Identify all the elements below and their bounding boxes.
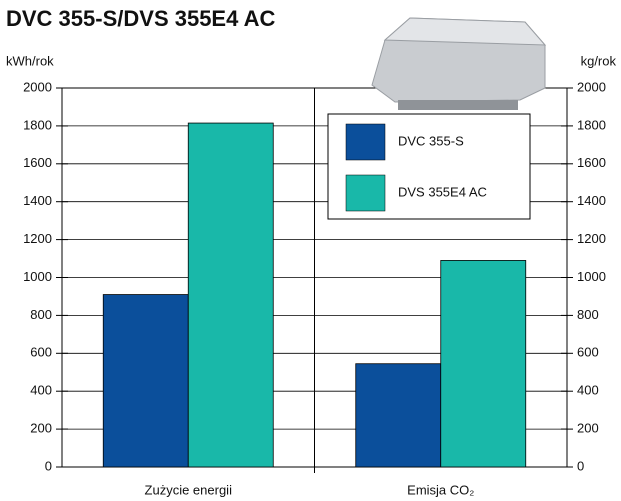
legend-swatch [345, 174, 386, 212]
y-tick-label: 1200 [23, 231, 52, 246]
bar [440, 260, 527, 468]
y2-tick-label: 1000 [577, 269, 606, 284]
y-tick-label: 1400 [23, 193, 52, 208]
bar [355, 363, 442, 468]
y-tick-label: 200 [30, 421, 52, 436]
bar [102, 294, 189, 468]
y2-tick-label: 1200 [577, 231, 606, 246]
legend-label: DVC 355-S [398, 133, 464, 148]
y-tick-label: 1000 [23, 269, 52, 284]
y-tick-label: 0 [45, 458, 52, 473]
y-tick-label: 1600 [23, 155, 52, 170]
y2-tick-label: 0 [577, 458, 584, 473]
y-tick-label: 1800 [23, 117, 52, 132]
y2-tick-label: 1800 [577, 117, 606, 132]
x-tick-label: Emisja CO₂ [407, 482, 474, 497]
y-tick-label: 400 [30, 383, 52, 398]
y2-axis-label: kg/rok [581, 53, 617, 68]
y2-tick-label: 1400 [577, 193, 606, 208]
y2-tick-label: 2000 [577, 79, 606, 94]
plot-area: 0 200 400 600 800 1000 1200 1400 1600 1800 2000 0 20… [23, 79, 606, 497]
y2-tick-label: 600 [577, 345, 599, 360]
y-axis-label: kWh/rok [6, 53, 54, 68]
y2-tick-label: 1600 [577, 155, 606, 170]
chart-title: DVC 355-S/DVS 355E4 AC [6, 6, 276, 31]
legend-swatch [345, 123, 386, 161]
y-tick-label: 2000 [23, 79, 52, 94]
legend: DVC 355-S DVS 355E4 AC [327, 113, 531, 220]
y2-tick-label: 800 [577, 307, 599, 322]
y2-tick-label: 200 [577, 421, 599, 436]
y-tick-label: 800 [30, 307, 52, 322]
bar [187, 122, 274, 468]
x-tick-label: Zużycie energii [145, 482, 233, 497]
y2-tick-label: 400 [577, 383, 599, 398]
y-tick-label: 600 [30, 345, 52, 360]
product-image [371, 17, 547, 110]
legend-label: DVS 355E4 AC [398, 184, 487, 199]
